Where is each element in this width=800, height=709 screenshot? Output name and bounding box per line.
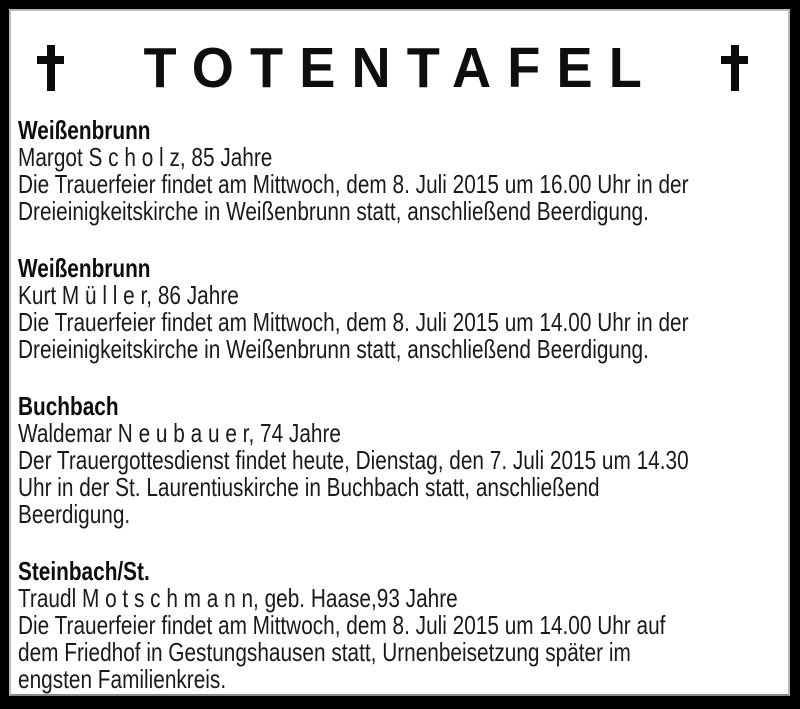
cross-vertical-bar (47, 45, 55, 91)
entry-town: Steinbach/St. (18, 556, 150, 586)
obituary-entry: Weißenbrunn Margot S c h o l z, 85 Jahre… (18, 117, 786, 225)
latin-cross-icon (721, 45, 748, 91)
entry-town: Buchbach (18, 391, 119, 421)
obituary-entry: Weißenbrunn Kurt M ü l l e r, 86 Jahre D… (18, 255, 786, 363)
entry-details: Die Trauerfeier findet am Mittwoch, dem … (18, 307, 689, 364)
obituary-list: Weißenbrunn Margot S c h o l z, 85 Jahre… (18, 117, 786, 693)
cross-vertical-bar (731, 45, 739, 91)
entry-town: Weißenbrunn (18, 115, 151, 145)
entry-details: Die Trauerfeier findet am Mittwoch, dem … (18, 169, 689, 226)
entry-name: Waldemar N e u b a u e r, 74 Jahre (18, 418, 341, 448)
entry-name: Kurt M ü l l e r, 86 Jahre (18, 280, 239, 310)
entry-name: Margot S c h o l z, 85 Jahre (18, 142, 273, 172)
cross-horizontal-bar (37, 56, 64, 64)
latin-cross-icon (37, 45, 64, 91)
entry-details: Die Trauerfeier findet am Mittwoch, dem … (18, 610, 666, 694)
entry-town: Weißenbrunn (18, 253, 151, 283)
entry-details: Der Trauergottesdienst findet heute, Die… (18, 445, 689, 529)
header: TOTENTAFEL (37, 36, 748, 100)
obituary-entry: Steinbach/St. Traudl M o t s c h m a n n… (18, 558, 786, 693)
totentafel-panel: TOTENTAFEL Weißenbrunn Margot S c h o l … (9, 9, 790, 696)
entry-name: Traudl M o t s c h m a n n, geb. Haase,9… (18, 583, 458, 613)
cross-horizontal-bar (721, 56, 748, 64)
page-title: TOTENTAFEL (143, 36, 659, 100)
obituary-entry: Buchbach Waldemar N e u b a u e r, 74 Ja… (18, 393, 786, 528)
